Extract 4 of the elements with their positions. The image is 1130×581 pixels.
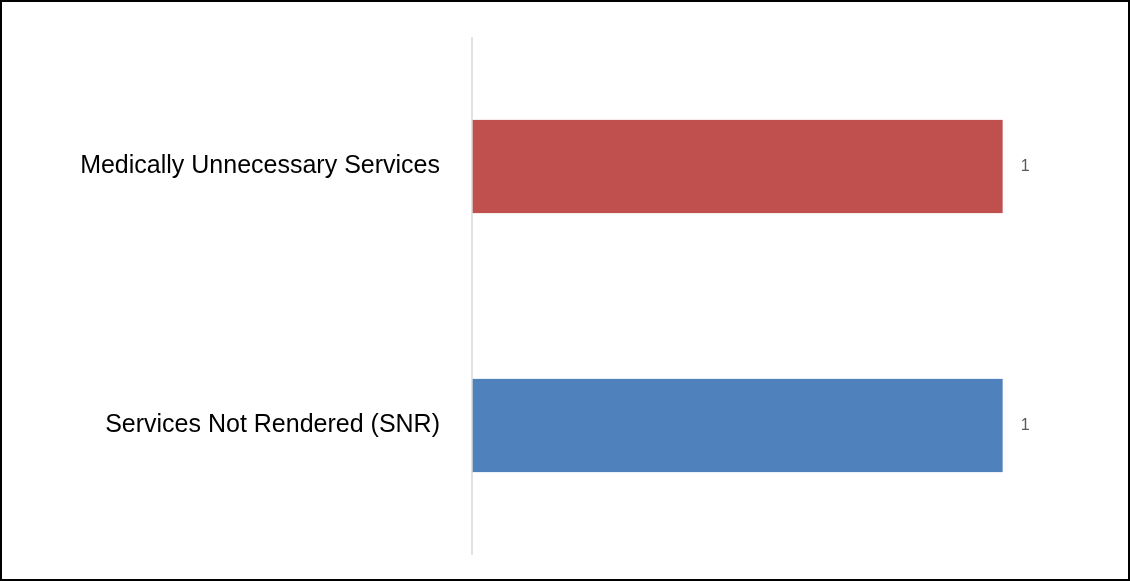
data-label: 1 [1020, 415, 1030, 433]
y-tick-label: Medically Unnecessary Services [80, 150, 440, 179]
data-label: 1 [1020, 156, 1030, 174]
y-tick-label: Services Not Rendered (SNR) [105, 409, 440, 438]
